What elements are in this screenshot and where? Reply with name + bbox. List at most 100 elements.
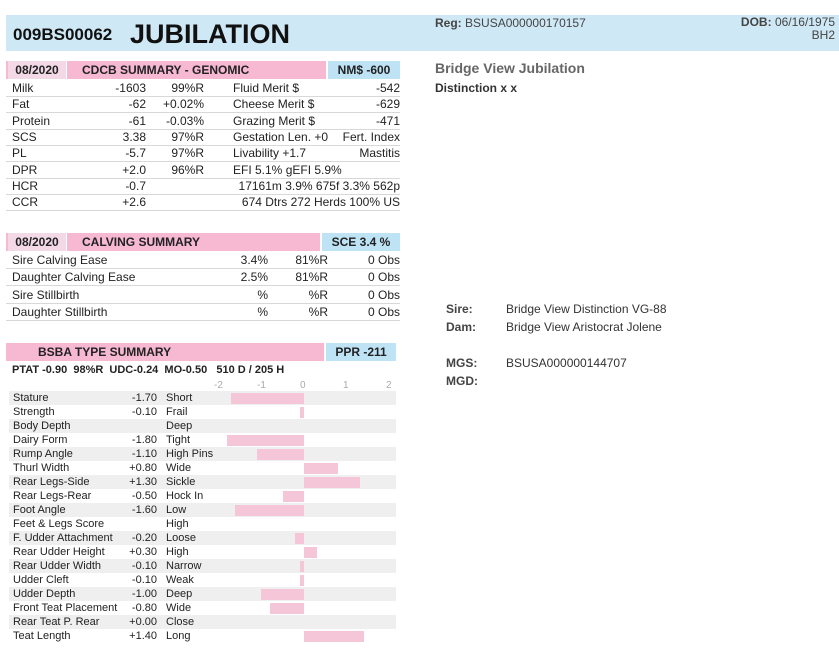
- trait-value: +0.00: [129, 616, 157, 628]
- genomic-cell: -542: [375, 81, 400, 95]
- trait-name: Udder Cleft: [13, 574, 69, 586]
- type-trait-row: Rear Legs-Rear -0.50 Hock In: [9, 489, 396, 503]
- type-trait-row: Udder Cleft -0.10 Weak: [9, 573, 396, 587]
- calving-cell: Sire Stillbirth: [12, 287, 80, 302]
- animal-full-name: Bridge View Jubilation: [435, 60, 585, 76]
- trait-value: +0.80: [129, 462, 157, 474]
- pedigree-summary: Distinction x x: [435, 81, 518, 95]
- trait-descriptor: Loose: [166, 532, 196, 544]
- dam-value: Bridge View Aristocrat Jolene: [506, 320, 662, 334]
- type-trait-row: Udder Depth -1.00 Deep: [9, 587, 396, 601]
- trait-bar: [261, 589, 304, 600]
- type-trait-row: Dairy Form -1.80 Tight: [9, 433, 396, 447]
- trait-value: +0.30: [129, 546, 157, 558]
- genomic-cell: Protein: [12, 113, 51, 128]
- trait-descriptor: Sickle: [166, 476, 196, 488]
- genomic-cell: DPR: [12, 162, 38, 177]
- genomic-cell: 97%R: [171, 129, 204, 144]
- type-trait-row: Front Teat Placement -0.80 Wide: [9, 601, 396, 615]
- trait-name: Rear Legs-Side: [13, 476, 90, 488]
- axis-tick-label: 2: [386, 380, 392, 391]
- genomic-cell: -0.03%: [165, 113, 204, 128]
- calving-summary-header: 08/2020 CALVING SUMMARY SCE 3.4 %: [6, 233, 400, 251]
- sire-value: Bridge View Distinction VG-88: [506, 302, 667, 316]
- trait-descriptor: High: [166, 546, 189, 558]
- genomic-cell: -629: [375, 97, 400, 112]
- genomic-cell: +2.0: [122, 162, 146, 177]
- type-trait-row: Stature -1.70 Short: [9, 391, 396, 405]
- genomic-cell: Grazing Merit $: [233, 113, 316, 128]
- type-trait-row: Body Depth Deep: [9, 419, 396, 433]
- trait-name: Body Depth: [13, 420, 71, 432]
- registration: Reg: BSUSA000000170157: [435, 16, 586, 30]
- animal-name: JUBILATION: [130, 19, 290, 49]
- animal-header: 009BS00062 JUBILATION Reg: BSUSA00000017…: [6, 15, 839, 51]
- genomic-cell: Mastitis: [359, 146, 400, 161]
- genomic-cell: CCR: [12, 195, 38, 210]
- genomic-row: Protein -61 -0.03% Grazing Merit $ -471: [6, 113, 400, 130]
- type-trait-row: Rump Angle -1.10 High Pins: [9, 447, 396, 461]
- calving-cell: %: [257, 287, 268, 302]
- genomic-cell: SCS: [12, 129, 37, 144]
- genomic-cell: +0.02%: [162, 97, 204, 112]
- genomic-row: Milk -1603 99%R Fluid Merit $ -542: [6, 80, 400, 97]
- trait-name: Front Teat Placement: [13, 602, 118, 614]
- trait-bar: [304, 547, 317, 558]
- genomic-cell: 96%R: [171, 162, 204, 177]
- trait-value: +1.40: [129, 630, 157, 642]
- calving-title: CALVING SUMMARY: [82, 235, 200, 249]
- calving-cell: Sire Calving Ease: [12, 253, 108, 267]
- genomic-cell: Cheese Merit $: [233, 97, 315, 112]
- trait-name: Stature: [13, 392, 49, 404]
- calving-row: Daughter Stillbirth% %R 0 Obs: [6, 304, 400, 321]
- trait-descriptor: Wide: [166, 602, 192, 614]
- trait-name: Dairy Form: [13, 434, 68, 446]
- trait-bar: [226, 435, 304, 446]
- axis-tick-label: -1: [257, 380, 266, 391]
- date-of-birth: DOB: 06/16/1975 BH2: [740, 15, 835, 42]
- trait-bar: [299, 575, 304, 586]
- genomic-row: SCS 3.38 97%R Gestation Len. +0 Fert. Index: [6, 129, 400, 146]
- type-trait-row: Rear Teat P. Rear +0.00 Close: [9, 615, 396, 629]
- trait-descriptor: Weak: [166, 574, 194, 586]
- trait-descriptor: Close: [166, 616, 195, 628]
- dam-label: Dam:: [446, 320, 477, 334]
- trait-bar: [269, 603, 304, 614]
- genomic-row: CCR +2.6 674 Dtrs 272 Herds 100% US: [6, 194, 400, 212]
- genomic-cell: -5.7: [125, 146, 146, 161]
- trait-descriptor: High: [166, 518, 189, 530]
- trait-name: Rear Teat P. Rear: [13, 616, 100, 628]
- trait-value: -1.70: [131, 392, 157, 404]
- trait-name: Udder Depth: [13, 588, 76, 600]
- type-trait-row: F. Udder Attachment -0.20 Loose: [9, 531, 396, 545]
- calving-cell: 81%R: [295, 270, 328, 285]
- calving-cell: 0 Obs: [367, 253, 400, 267]
- trait-descriptor: Short: [166, 392, 193, 404]
- calving-cell: %R: [308, 304, 328, 319]
- trait-bar: [304, 463, 339, 474]
- trait-name: Rear Udder Width: [13, 560, 102, 572]
- trait-bar: [304, 631, 365, 642]
- type-trait-row: Rear Legs-Side +1.30 Sickle: [9, 475, 396, 489]
- mgs-value: BSUSA000000144707: [506, 356, 627, 370]
- type-trait-row: Strength -0.10 Frail: [9, 405, 396, 419]
- type-summary-header: BSBA TYPE SUMMARY PPR -211: [6, 343, 396, 361]
- mgs-label: MGS:: [446, 356, 478, 370]
- calving-cell: 2.5%: [240, 270, 268, 285]
- genomic-cell: 3.38: [122, 129, 146, 144]
- genomic-cell: Gestation Len. +0: [233, 129, 329, 144]
- trait-value: -1.60: [131, 504, 157, 516]
- trait-descriptor: Tight: [166, 434, 191, 446]
- genomic-cell: Fat: [12, 97, 30, 112]
- nm-dollar-badge: NM$ -600: [328, 61, 400, 79]
- type-trait-row: Thurl Width +0.80 Wide: [9, 461, 396, 475]
- calving-row: Sire Calving Ease 3.4% 81%R 0 Obs: [6, 252, 400, 269]
- trait-bar: [304, 477, 360, 488]
- trait-bar: [299, 407, 304, 418]
- genomic-date: 08/2020: [8, 61, 67, 79]
- calving-row: Daughter Calving Ease 2.5% 81%R 0 Obs: [6, 269, 400, 287]
- genomic-cell: +2.6: [122, 195, 146, 210]
- genomic-summary-header: 08/2020 CDCB SUMMARY - GENOMIC NM$ -600: [6, 61, 400, 79]
- calving-date: 08/2020: [8, 233, 67, 251]
- genomic-cell: -471: [375, 113, 400, 128]
